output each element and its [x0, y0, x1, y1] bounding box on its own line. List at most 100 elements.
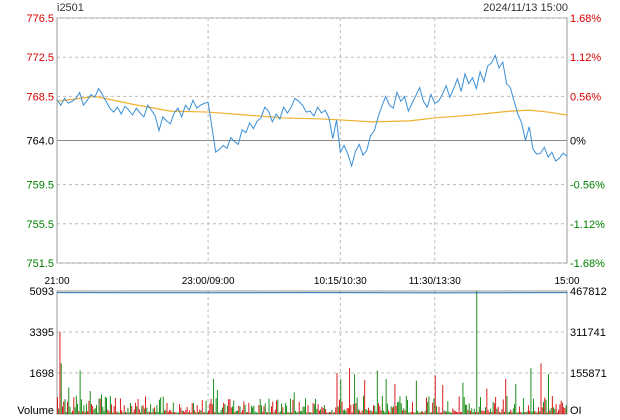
volume-bar: [141, 406, 143, 414]
volume-bar: [218, 412, 220, 414]
volume-bar: [331, 409, 333, 414]
volume-bar: [376, 370, 378, 414]
volume-bar: [101, 394, 102, 414]
volume-bar: [161, 412, 163, 414]
volume-bar: [70, 412, 72, 414]
volume-bar: [91, 404, 92, 414]
volume-bar: [240, 412, 242, 414]
volume-bar: [412, 402, 413, 414]
volume-bar: [189, 410, 191, 414]
volume-bar: [477, 411, 479, 414]
volume-bar: [417, 410, 419, 414]
volume-bar: [227, 405, 228, 414]
volume-bar: [499, 412, 500, 414]
volume-bar: [221, 407, 223, 414]
volume-bar: [284, 403, 286, 414]
volume-bar: [122, 412, 124, 414]
volume-bar: [157, 411, 159, 414]
volume-bar: [73, 397, 75, 414]
volume-bar: [361, 410, 363, 414]
volume-bar: [264, 403, 266, 414]
volume-bar: [152, 408, 154, 414]
volume-bar: [243, 401, 245, 414]
volume-bar: [520, 411, 522, 414]
volume-bar: [274, 409, 276, 414]
volume-bar: [205, 400, 207, 414]
volume-bar: [369, 410, 371, 414]
volume-bar: [436, 406, 437, 414]
volume-bar: [258, 405, 260, 414]
volume-bar: [97, 412, 99, 414]
volume-bar: [465, 404, 466, 414]
volume-bar: [302, 406, 304, 414]
volume-bar: [58, 408, 60, 414]
volume-bar: [356, 397, 358, 414]
volume-bar: [545, 399, 547, 414]
volume-bar: [549, 410, 551, 414]
volume-bar: [478, 406, 480, 414]
volume-bar: [559, 404, 561, 414]
volume-bar: [257, 412, 259, 414]
volume-bar: [454, 411, 456, 414]
volume-bar: [244, 404, 246, 414]
pct-tick-label: -1.12%: [570, 219, 605, 231]
time-tick-label: 15:00: [554, 276, 579, 287]
volume-bar: [551, 395, 553, 414]
volume-bar: [67, 401, 68, 414]
volume-bar: [357, 409, 359, 414]
volume-bar: [277, 399, 279, 414]
volume-bar: [191, 403, 193, 414]
volume-bar: [288, 412, 290, 414]
volume-bar: [504, 411, 505, 414]
volume-bar: [125, 411, 126, 414]
volume-bar: [172, 402, 174, 414]
volume-bar: [269, 412, 271, 414]
volume-bar: [127, 407, 129, 414]
volume-bar: [126, 412, 128, 414]
volume-bar: [447, 401, 449, 414]
volume-bar: [143, 408, 145, 414]
volume-bar: [72, 410, 73, 414]
volume-bar: [443, 410, 445, 414]
volume-bar: [322, 407, 324, 414]
volume-bar: [108, 411, 110, 414]
volume-bar: [398, 401, 400, 414]
volume-bar: [216, 389, 218, 414]
volume-bar: [228, 399, 230, 414]
volume-bar: [393, 406, 395, 414]
volume-bar: [292, 399, 294, 414]
volume-bar: [245, 412, 247, 414]
volume-bar: [467, 410, 469, 414]
volume-bar: [511, 412, 513, 414]
volume-bar: [332, 412, 334, 414]
volume-bar: [526, 411, 528, 414]
volume-bar: [564, 407, 566, 414]
volume-bar: [286, 405, 288, 414]
volume-bar: [109, 395, 111, 414]
volume-bar: [405, 395, 407, 414]
volume-bar: [535, 411, 537, 414]
volume-bar: [463, 397, 465, 414]
volume-bar: [145, 396, 147, 414]
volume-bar: [142, 405, 144, 414]
price-tick-label: 764.0: [26, 136, 54, 148]
volume-bar: [560, 400, 562, 414]
volume-bar: [364, 380, 366, 414]
volume-bar: [113, 406, 115, 414]
volume-bar: [433, 398, 435, 414]
volume-bar: [337, 406, 339, 414]
volume-bar: [554, 408, 556, 414]
volume-bar: [201, 399, 203, 414]
volume-bar: [96, 404, 97, 414]
volume-bar: [57, 397, 58, 414]
volume-bar: [75, 395, 77, 414]
volume-bar: [519, 406, 521, 414]
volume-bar: [347, 408, 349, 414]
volume-bar: [468, 403, 470, 414]
volume-bar: [563, 407, 565, 414]
volume-bar: [420, 411, 422, 414]
volume-bar: [481, 410, 483, 414]
volume-bar: [379, 406, 381, 414]
volume-bar: [501, 409, 503, 414]
